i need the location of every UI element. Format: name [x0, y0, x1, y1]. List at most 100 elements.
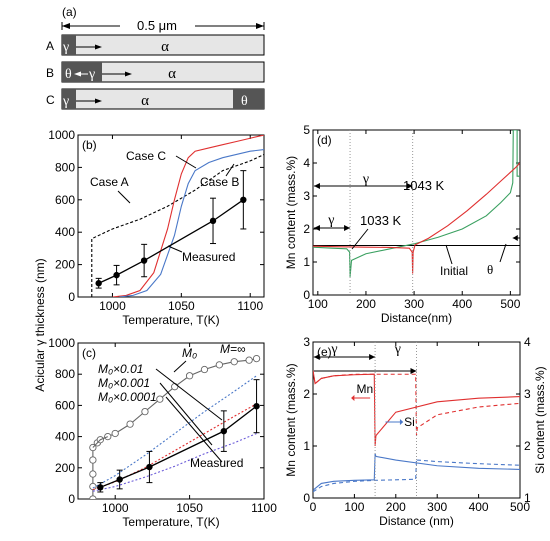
series-c-0-point [89, 495, 97, 499]
y-tick-label-b: 600 [55, 193, 75, 207]
x-tick-label-d: 300 [404, 297, 424, 311]
y-axis-label-e: Mn content (mass.%) [284, 363, 298, 476]
series-c-5-point [146, 463, 153, 471]
annotation-m-infinity: M=∞ [220, 342, 246, 356]
x-tick-label-e: 500 [510, 500, 530, 514]
y2-tick-label-e: 3 [524, 387, 531, 401]
annotation-line-m0-x0.0001 [165, 396, 223, 463]
annotation-line-m0-x0.001 [159, 382, 213, 446]
y-tick-label-d: 5 [303, 123, 310, 137]
y-tick-label-b: 1000 [48, 128, 75, 142]
series-c-0-point [215, 361, 224, 369]
annotation-m0-x0.001: M₀×0.001 [98, 376, 150, 390]
annotation-1043k: 1043 K [403, 178, 445, 193]
row-b-gamma: γ [88, 67, 95, 82]
x-tick-label-d: 500 [500, 297, 520, 311]
series-c-1-line [92, 436, 108, 448]
series-c-0-point [171, 383, 179, 391]
annotation-case-a: Case A [90, 175, 129, 189]
y2-tick-label-e: 1 [524, 491, 531, 505]
y2-axis-label-e: Si content (mass.%) [533, 366, 547, 473]
y-tick-label-d: 3 [303, 189, 310, 203]
series-c-0-point [141, 407, 149, 416]
annotation-m0-x0.01: M₀×0.01 [98, 362, 143, 376]
series-c-0-point [252, 354, 261, 363]
plot-area-e [313, 370, 520, 493]
annotation-gamma-solid: γ [330, 342, 337, 357]
y-tick-label-d: 4 [303, 156, 310, 170]
x-axis-label-e: Distance (nm) [379, 514, 454, 528]
annotation-mn: Mn [356, 382, 373, 396]
x-axis-label-c: Temperature, T(K) [122, 515, 219, 529]
series-c-0-point [230, 358, 238, 366]
y-tick-label-d: 2 [303, 222, 310, 236]
series-b-2-line [119, 149, 264, 297]
plot-area-d [313, 130, 520, 277]
annotation-gamma-1033: γ [327, 213, 334, 228]
annotation-1033k: 1033 K [360, 213, 402, 228]
arrowhead [313, 354, 320, 360]
y-tick-label-e: 3 [303, 335, 310, 349]
row-c-gamma: γ [62, 94, 69, 109]
series-c-0-point [111, 429, 119, 438]
annotation-measured-c: Measured [190, 456, 243, 470]
y-tick-label-c: 800 [55, 367, 75, 381]
annotation-line-m0 [173, 360, 187, 373]
annotation-case-b: Case B [200, 175, 239, 189]
series-b-0-line [91, 153, 264, 297]
x-tick-label-d: 400 [452, 297, 472, 311]
row-a-alpha: α [161, 39, 169, 55]
annotation-line-initial [445, 244, 453, 265]
annotation-line-1033k [351, 228, 369, 250]
panel-d-chart: 100 200 300 400 500 0 1 2 3 4 5 Distance(nm) Mn cont… [284, 123, 521, 325]
y-tick-label-d: 0 [303, 288, 310, 302]
series-c-0-point [126, 420, 134, 428]
row-c-label: C [46, 93, 55, 107]
x-tick-label-b: 1100 [237, 299, 263, 313]
x-tick-label-e: 400 [469, 500, 489, 514]
annotation-si: Si [404, 415, 415, 429]
plot-area-b [91, 135, 264, 297]
row-c-theta: θ [241, 94, 248, 109]
series-b-3-point [240, 196, 247, 203]
annotation-m0-x0.0001: M₀×0.0001 [98, 390, 157, 404]
arrowhead [410, 368, 417, 374]
annotation-case-c: Case C [126, 149, 166, 163]
x-tick-label-b: 1050 [168, 299, 195, 313]
y-tick-label-e: 2 [303, 387, 310, 401]
series-c-0-point [89, 456, 97, 464]
annotation-theta: θ [487, 262, 493, 277]
y-tick-label-c: 200 [55, 461, 75, 475]
panel-a-label: (a) [62, 5, 77, 19]
panel-a-schematic: (a) 0.5 μm A γ α B θ γ α C γ α [46, 5, 265, 110]
series-c-5-point [220, 427, 228, 435]
y-axis-label-d: Mn content (mass.%) [284, 156, 298, 269]
annotation-measured: Measured [182, 250, 235, 264]
y-tick-label-d: 1 [303, 255, 310, 269]
mn-arrowhead [351, 395, 355, 401]
series-c-0-point [245, 356, 253, 364]
row-b-theta: θ [65, 67, 72, 82]
series-c-0-point [156, 395, 164, 403]
annotation-line-m0-x0.01 [155, 368, 223, 421]
shared-ylabel-acicular-gamma-thickness: Acicular γ thickness (nm) [33, 258, 47, 391]
plot-area-c [89, 354, 261, 499]
arrowhead [512, 235, 518, 241]
row-b-label: B [46, 66, 54, 80]
series-c-5-point [97, 484, 104, 491]
annotation-gamma-dashed: γ [394, 342, 401, 357]
series-c-0-point [89, 470, 97, 478]
annotation-initial: Initial [440, 264, 468, 278]
series-c-2-line [92, 375, 257, 489]
annotation-line-case-b [225, 163, 235, 177]
x-tick-label-b: 1000 [99, 299, 126, 313]
series-b-1-line [112, 135, 264, 297]
x-tick-label-d: 100 [308, 297, 328, 311]
y2-tick-label-e: 4 [524, 335, 531, 349]
annotation-line-case-c [175, 155, 197, 169]
series-d-2-line [313, 162, 520, 274]
plot-frame-d [312, 129, 521, 296]
panel-label-e: (e) [317, 345, 332, 359]
annotation-gamma-1043: γ [362, 172, 369, 187]
